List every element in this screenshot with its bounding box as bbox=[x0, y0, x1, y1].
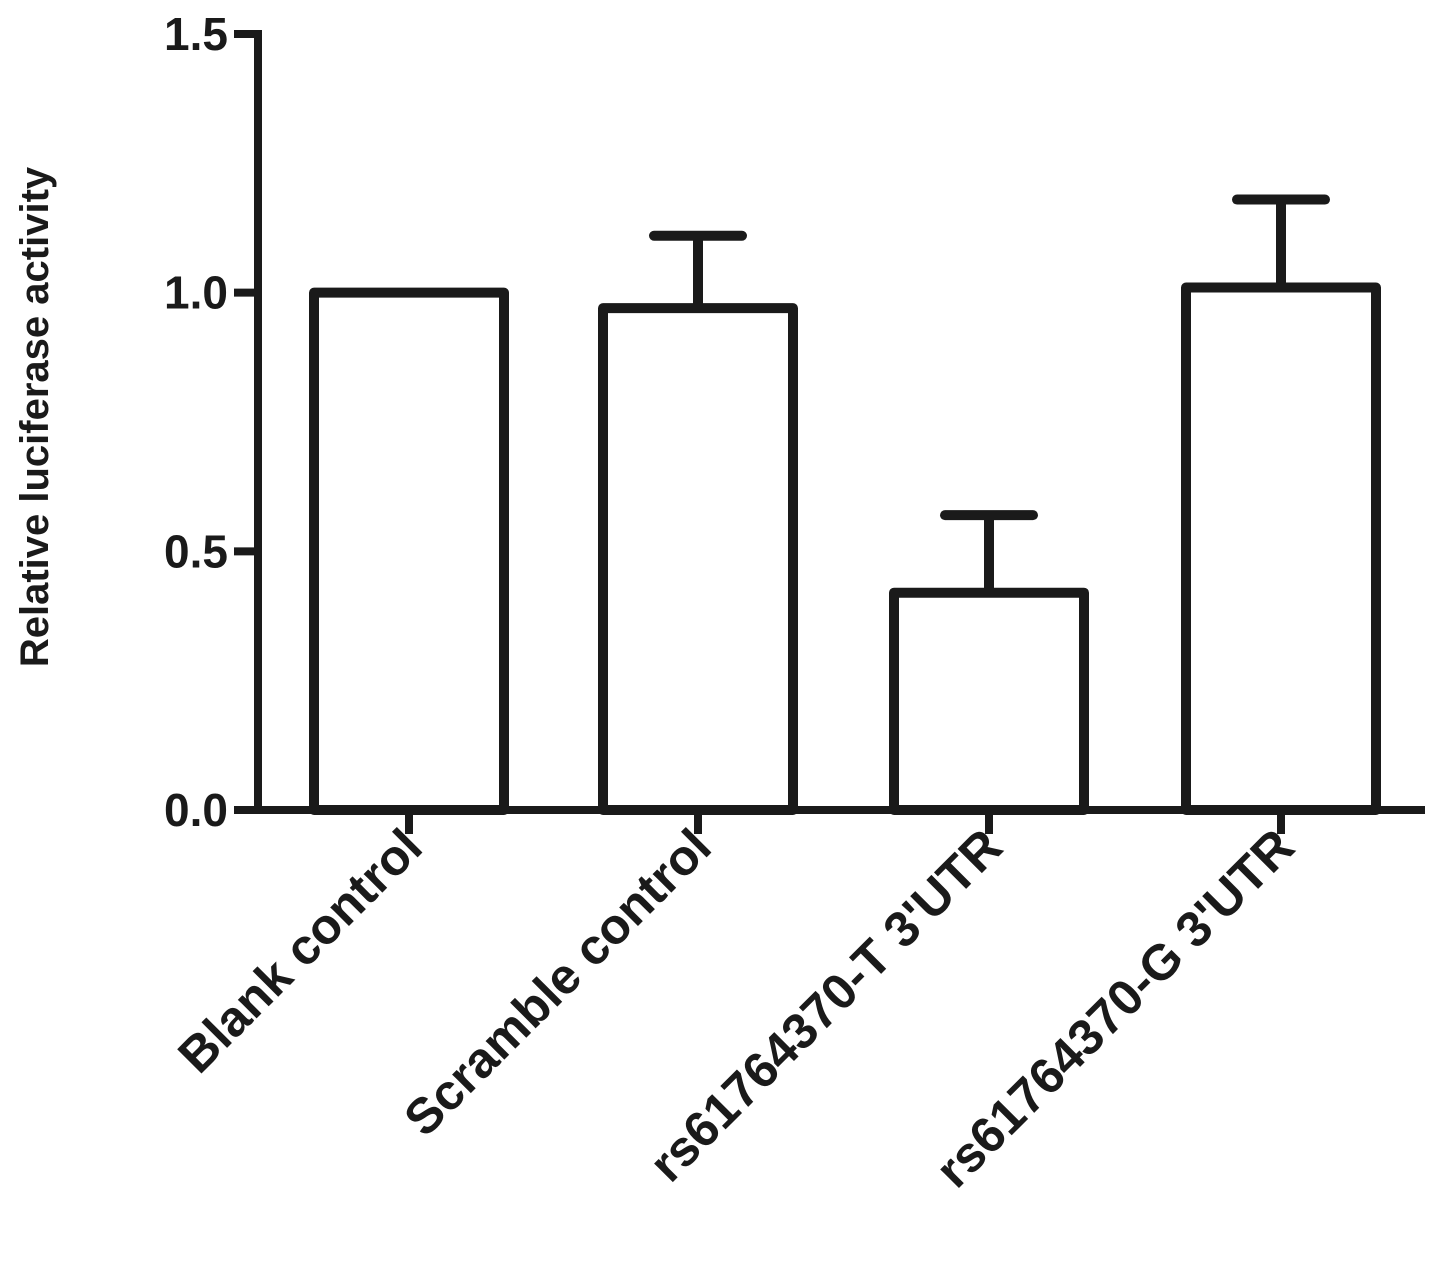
axes-layer bbox=[236, 30, 1425, 814]
y-tick-label: 1.0 bbox=[164, 267, 228, 319]
bar bbox=[309, 287, 509, 815]
y-axis-title: Relative luciferase activity bbox=[13, 166, 57, 667]
x-tick-label: Scramble control bbox=[393, 818, 721, 1146]
y-tick-label: 0.0 bbox=[164, 784, 228, 836]
bar bbox=[1181, 282, 1381, 815]
y-tick-label: 0.5 bbox=[164, 525, 228, 577]
bar bbox=[889, 587, 1089, 815]
bars-layer bbox=[309, 194, 1381, 815]
bar bbox=[598, 303, 798, 815]
y-tick-label: 1.5 bbox=[164, 8, 228, 60]
x-tick-label: Blank control bbox=[167, 818, 433, 1084]
